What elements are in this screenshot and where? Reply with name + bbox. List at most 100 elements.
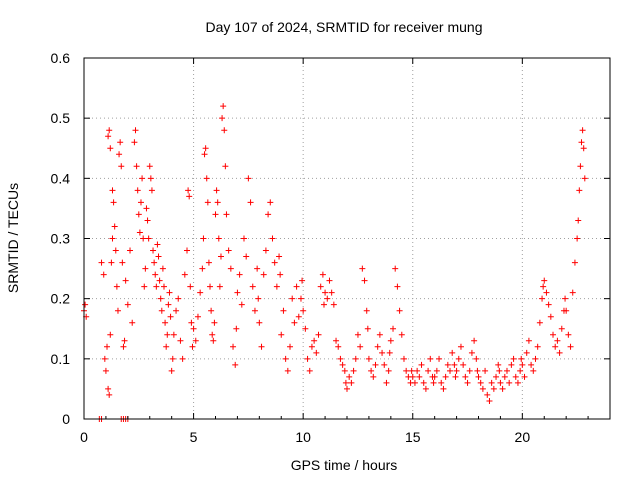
data-point	[372, 361, 379, 368]
data-point	[148, 187, 155, 194]
data-point	[386, 349, 393, 356]
data-point	[155, 253, 162, 260]
data-point	[105, 385, 112, 392]
data-point	[243, 253, 250, 260]
x-tick-label: 10	[295, 429, 311, 445]
y-axis-ticks: 0 0.1 0.2 0.3 0.4 0.5 0.6	[51, 50, 610, 427]
data-point	[571, 259, 578, 266]
data-point	[578, 139, 585, 146]
data-point	[547, 313, 554, 320]
data-point	[324, 295, 331, 302]
data-point	[357, 343, 364, 350]
data-point	[291, 319, 298, 326]
data-point	[464, 379, 471, 386]
y-axis-label: SRMTID / TECUs	[5, 183, 21, 293]
data-point	[346, 373, 353, 380]
data-point	[514, 379, 521, 386]
data-point	[109, 235, 116, 242]
data-point	[295, 313, 302, 320]
data-point	[238, 301, 245, 308]
data-point	[365, 355, 372, 362]
data-point	[144, 217, 151, 224]
data-point	[328, 289, 335, 296]
data-point	[146, 163, 153, 170]
data-point	[106, 391, 113, 398]
data-point	[289, 295, 296, 302]
data-point	[315, 331, 322, 338]
data-point	[403, 367, 410, 374]
data-point	[117, 139, 124, 146]
data-point	[394, 283, 401, 290]
data-point	[256, 319, 263, 326]
data-point	[136, 229, 143, 236]
data-point	[379, 349, 386, 356]
data-point	[287, 343, 294, 350]
data-point	[563, 307, 570, 314]
data-point	[414, 367, 421, 374]
data-point	[122, 277, 129, 284]
data-point	[484, 391, 491, 398]
data-point	[479, 385, 486, 392]
data-point	[302, 325, 309, 332]
data-point	[102, 367, 109, 374]
data-point	[170, 331, 177, 338]
data-point	[278, 331, 285, 338]
data-point	[350, 367, 357, 374]
data-point	[425, 367, 432, 374]
data-point	[300, 307, 307, 314]
data-point	[411, 379, 418, 386]
data-points	[81, 103, 588, 422]
data-point	[523, 349, 530, 356]
data-point	[322, 289, 329, 296]
data-point	[364, 325, 371, 332]
data-point	[116, 151, 123, 158]
data-point	[359, 265, 366, 272]
data-point	[390, 325, 397, 332]
data-point	[167, 313, 174, 320]
data-point	[133, 163, 140, 170]
data-point	[157, 295, 164, 302]
data-point	[550, 331, 557, 338]
data-point	[376, 331, 383, 338]
data-point	[230, 343, 237, 350]
data-point	[503, 367, 510, 374]
data-point	[348, 379, 355, 386]
data-point	[368, 367, 375, 374]
data-point	[203, 175, 210, 182]
data-point	[577, 163, 584, 170]
data-point	[436, 355, 443, 362]
data-point	[339, 361, 346, 368]
data-point	[207, 283, 214, 290]
data-point	[129, 319, 136, 326]
data-point	[408, 367, 415, 374]
data-point	[320, 301, 327, 308]
data-point	[222, 163, 229, 170]
data-point	[160, 283, 167, 290]
data-point	[173, 307, 180, 314]
data-point	[493, 373, 500, 380]
data-point	[519, 361, 526, 368]
data-point	[330, 301, 337, 308]
data-point	[452, 373, 459, 380]
data-point	[113, 283, 120, 290]
data-point	[396, 307, 403, 314]
data-point	[169, 355, 176, 362]
data-point	[580, 145, 587, 152]
data-point	[163, 343, 170, 350]
data-point	[179, 355, 186, 362]
data-point	[164, 331, 171, 338]
data-point	[134, 187, 141, 194]
data-point	[576, 187, 583, 194]
data-point	[496, 367, 503, 374]
data-point	[154, 241, 161, 248]
data-point	[131, 139, 138, 146]
data-point	[506, 379, 513, 386]
data-point	[260, 271, 267, 278]
data-point	[211, 319, 218, 326]
data-point	[147, 175, 154, 182]
data-point	[333, 337, 340, 344]
data-point	[114, 307, 121, 314]
data-point	[326, 277, 333, 284]
data-point	[190, 325, 197, 332]
data-point	[150, 247, 157, 254]
